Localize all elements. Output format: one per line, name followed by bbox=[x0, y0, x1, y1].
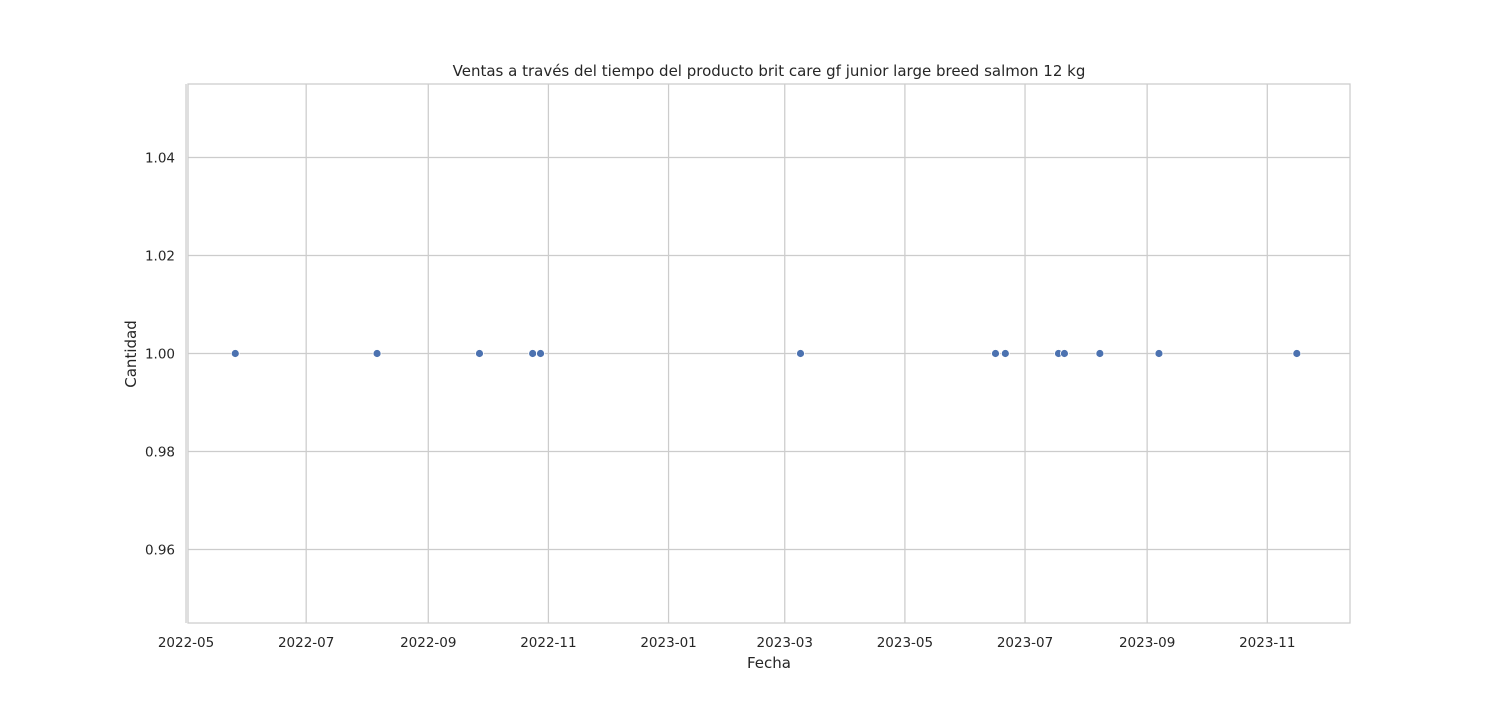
data-point bbox=[475, 349, 484, 358]
y-tick-label: 1.02 bbox=[145, 249, 175, 265]
data-point bbox=[1000, 349, 1010, 358]
x-tick-label: 2022-11 bbox=[520, 635, 576, 651]
x-tick-label: 2023-11 bbox=[1239, 635, 1295, 651]
x-tick-label: 2022-05 bbox=[158, 635, 214, 651]
x-axis-label: Fecha bbox=[747, 654, 791, 672]
data-point bbox=[372, 349, 382, 358]
data-points bbox=[230, 349, 1302, 358]
grid-lines bbox=[185, 84, 1350, 623]
y-axis-label: Cantidad bbox=[122, 320, 140, 387]
data-point bbox=[230, 349, 240, 358]
y-tick-label: 1.04 bbox=[145, 151, 175, 167]
data-point bbox=[528, 349, 538, 358]
plot-frame bbox=[187, 83, 1351, 624]
x-tick-label: 2022-09 bbox=[400, 635, 456, 651]
chart-title: Ventas a través del tiempo del producto … bbox=[453, 62, 1086, 80]
data-point bbox=[536, 349, 545, 358]
data-point bbox=[991, 349, 1000, 358]
data-point bbox=[1095, 349, 1105, 358]
y-tick-label: 1.00 bbox=[145, 347, 175, 363]
data-point bbox=[1154, 349, 1164, 358]
x-tick-label: 2023-09 bbox=[1119, 635, 1175, 651]
x-tick-label: 2023-01 bbox=[640, 635, 696, 651]
x-tick-label: 2023-05 bbox=[877, 635, 933, 651]
data-point bbox=[1060, 349, 1069, 358]
data-point bbox=[796, 349, 805, 358]
y-tick-label: 0.98 bbox=[145, 445, 175, 461]
x-tick-label: 2022-07 bbox=[278, 635, 334, 651]
y-tick-labels: 0.96 0.98 1.00 1.02 1.04 bbox=[145, 151, 175, 559]
x-tick-label: 2023-03 bbox=[757, 635, 813, 651]
data-point bbox=[1292, 349, 1302, 358]
x-tick-labels: 2022-05 2022-07 2022-09 2022-11 2023-01 2023-… bbox=[158, 635, 1296, 651]
x-tick-label: 2023-07 bbox=[997, 635, 1053, 651]
y-tick-label: 0.96 bbox=[145, 543, 175, 559]
